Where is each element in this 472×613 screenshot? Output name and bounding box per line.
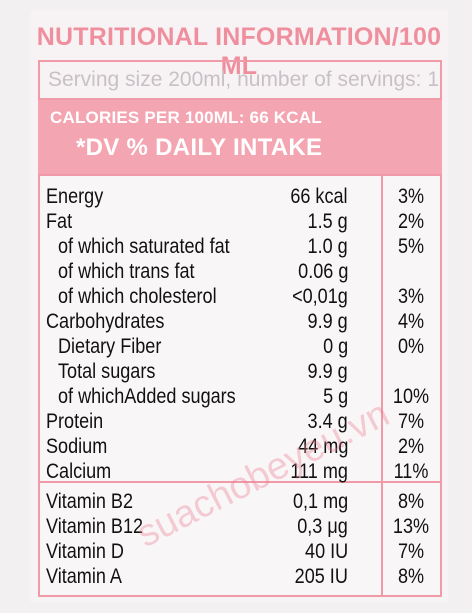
nutrient-dv: 8% bbox=[397, 490, 425, 513]
table-row: Vitamin D 40 IU 7% bbox=[40, 539, 440, 564]
nutrient-amount: 9.9 g bbox=[307, 310, 348, 333]
table-row: Protein 3.4 g 7% bbox=[40, 409, 440, 434]
nutrient-amount: 205 IU bbox=[294, 565, 348, 588]
nutrient-dv: 2% bbox=[397, 435, 425, 458]
nutrient-amount: 44 mg bbox=[297, 435, 348, 458]
nutrient-name: Fat bbox=[46, 210, 73, 233]
nutrient-dv: 10% bbox=[392, 385, 430, 408]
nutrient-dv: 3% bbox=[397, 285, 425, 308]
nutrient-name: Total sugars bbox=[58, 360, 156, 383]
nutrient-amount: 0.06 g bbox=[297, 260, 348, 283]
table-row: Vitamin B12 0,3 μg 13% bbox=[40, 514, 440, 539]
table-row: Vitamin A 205 IU 8% bbox=[40, 564, 440, 589]
nutrient-name: of whichAdded sugars bbox=[58, 385, 236, 408]
nutrient-amount: 66 kcal bbox=[290, 185, 348, 208]
nutrient-amount: 1.0 g bbox=[307, 235, 348, 258]
nutrient-amount: <0,01g bbox=[292, 285, 348, 308]
nutrient-name: Vitamin B2 bbox=[46, 490, 134, 513]
calories-banner: CALORIES PER 100ML: 66 KCAL *DV % DAILY … bbox=[38, 100, 442, 174]
nutrient-name: Sodium bbox=[46, 435, 108, 458]
nutrient-amount: 0,1 mg bbox=[292, 490, 348, 513]
calories-text: CALORIES PER 100ML: 66 KCAL bbox=[50, 108, 322, 127]
nutrient-name: Vitamin D bbox=[46, 540, 124, 563]
nutrient-name: of which trans fat bbox=[58, 260, 195, 283]
label-title: NUTRITIONAL INFORMATION/100 ML bbox=[36, 23, 442, 80]
nutrient-name: Dietary Fiber bbox=[58, 335, 162, 358]
nutrient-name: Carbohydrates bbox=[46, 310, 165, 333]
column-divider bbox=[381, 176, 383, 595]
nutrient-amount: 9.9 g bbox=[307, 360, 348, 383]
nutrient-amount: 5 g bbox=[322, 385, 348, 408]
nutrient-name: of which cholesterol bbox=[58, 285, 217, 308]
vitamin-divider bbox=[40, 481, 440, 483]
nutrient-dv: 4% bbox=[397, 310, 425, 333]
nutrient-amount: 3.4 g bbox=[307, 410, 348, 433]
table-row: Sodium 44 mg 2% bbox=[40, 434, 440, 459]
nutrient-name: of which saturated fat bbox=[58, 235, 230, 258]
table-row: Calcium 111 mg 11% bbox=[40, 459, 440, 484]
nutrient-amount: 40 IU bbox=[304, 540, 348, 563]
nutrition-label: NUTRITIONAL INFORMATION/100 ML Serving s… bbox=[30, 10, 448, 602]
nutrient-name: Vitamin A bbox=[46, 565, 122, 588]
nutrient-amount: 0,3 μg bbox=[297, 515, 348, 538]
nutrient-table: Energy 66 kcal 3% Fat 1.5 g 2% of which … bbox=[38, 174, 442, 597]
table-row: Vitamin B2 0,1 mg 8% bbox=[40, 489, 440, 514]
nutrient-name: Vitamin B12 bbox=[46, 515, 144, 538]
nutrient-name: Protein bbox=[46, 410, 104, 433]
dv-heading: *DV % DAILY INTAKE bbox=[76, 134, 323, 161]
nutrient-dv: 8% bbox=[397, 565, 425, 588]
nutrient-dv: 0% bbox=[397, 335, 425, 358]
nutrient-dv: 5% bbox=[397, 235, 425, 258]
nutrient-dv: 7% bbox=[397, 410, 425, 433]
nutrient-dv: 3% bbox=[397, 185, 425, 208]
table-row: Total sugars 9.9 g bbox=[40, 359, 440, 384]
nutrient-amount: 1.5 g bbox=[307, 210, 348, 233]
table-row: of which cholesterol <0,01g 3% bbox=[40, 284, 440, 309]
table-row: of which saturated fat 1.0 g 5% bbox=[40, 234, 440, 259]
nutrient-amount: 0 g bbox=[322, 335, 348, 358]
nutrient-dv: 2% bbox=[397, 210, 425, 233]
table-row: of which trans fat 0.06 g bbox=[40, 259, 440, 284]
nutrient-dv: 13% bbox=[392, 515, 430, 538]
nutrient-name: Energy bbox=[46, 185, 104, 208]
nutrient-dv: 11% bbox=[393, 460, 429, 483]
serving-size: Serving size 200ml, number of servings: … bbox=[38, 60, 442, 100]
table-row: Dietary Fiber 0 g 0% bbox=[40, 334, 440, 359]
nutrient-dv: 7% bbox=[397, 540, 425, 563]
table-row: of whichAdded sugars 5 g 10% bbox=[40, 384, 440, 409]
nutrient-amount: 111 mg bbox=[290, 460, 348, 483]
table-row: Carbohydrates 9.9 g 4% bbox=[40, 309, 440, 334]
table-row: Energy 66 kcal 3% bbox=[40, 184, 440, 209]
nutrient-name: Calcium bbox=[46, 460, 112, 483]
table-row: Fat 1.5 g 2% bbox=[40, 209, 440, 234]
